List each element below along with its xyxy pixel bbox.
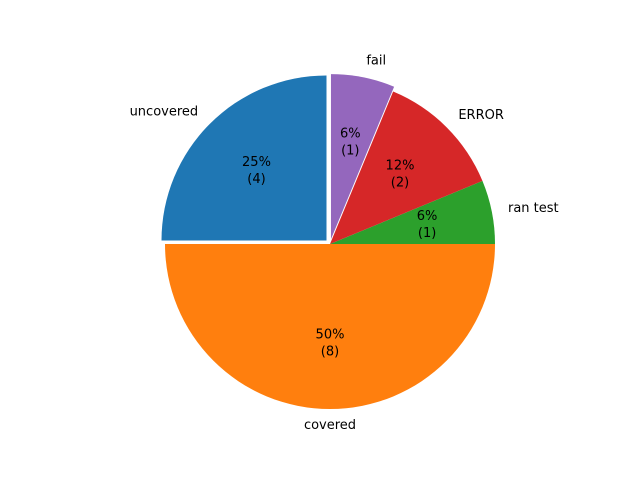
slice-percent-ran-test: 6%: [417, 209, 438, 224]
labels-layer: uncovered 25% (4) covered 50% (8) ran test 6% (1…: [130, 54, 559, 433]
slice-count-error: (2): [391, 175, 409, 190]
slices-layer: [161, 74, 495, 409]
slice-percent-covered: 50%: [316, 328, 345, 343]
slice-count-fail: (1): [341, 144, 359, 159]
slice-percent-uncovered: 25%: [242, 155, 271, 170]
slice-percent-error: 12%: [386, 158, 415, 173]
pie-slice-ran-test: [330, 180, 495, 244]
pie-slice-uncovered: [161, 75, 327, 241]
slice-count-ran-test: (1): [418, 226, 436, 241]
slice-label-covered: covered: [304, 418, 356, 433]
pie-slice-error: [330, 91, 483, 244]
pie-slice-covered: [165, 244, 495, 409]
slice-label-ran-test: ran test: [508, 201, 559, 216]
slice-label-uncovered: uncovered: [130, 105, 199, 120]
slice-label-error: ERROR: [458, 108, 504, 123]
slice-count-uncovered: (4): [247, 172, 265, 187]
slice-label-fail: fail: [366, 54, 386, 69]
pie-slice-fail: [330, 74, 395, 240]
slice-count-covered: (8): [321, 345, 339, 360]
slice-percent-fail: 6%: [340, 127, 361, 142]
